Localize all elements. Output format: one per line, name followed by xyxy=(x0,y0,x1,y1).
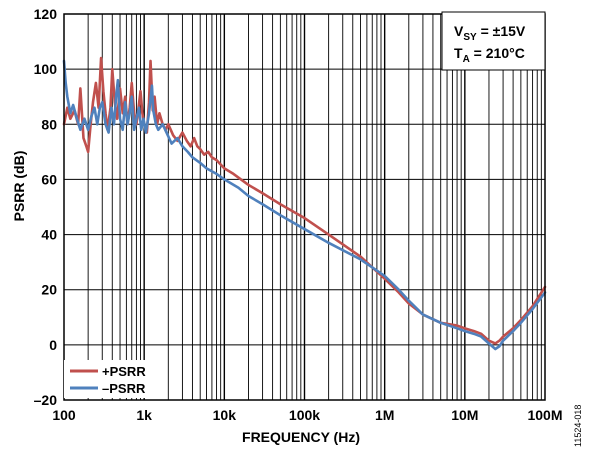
x-tick-label: 10M xyxy=(451,407,478,423)
grid xyxy=(64,14,545,400)
condition-supply-sub: SY xyxy=(463,32,477,43)
conditions-box: VSY = ±15V TA = 210°C xyxy=(441,11,546,71)
y-tick-label: 100 xyxy=(34,61,58,77)
plot-frame xyxy=(63,13,546,401)
y-axis-title: PSRR (dB) xyxy=(11,151,27,222)
condition-supply-value: = ±15V xyxy=(477,23,526,39)
series-line-minus-psrr xyxy=(62,59,547,351)
condition-temp: TA = 210°C xyxy=(454,45,525,65)
condition-temp-sub: A xyxy=(463,54,470,65)
legend-frame xyxy=(64,360,146,398)
x-tick-label: 1M xyxy=(375,407,394,423)
y-tick-label: 40 xyxy=(41,227,57,243)
y-tick-label: 80 xyxy=(41,116,57,132)
y-tick-label: 20 xyxy=(41,282,57,298)
condition-supply-main: V xyxy=(454,23,464,39)
x-axis-title: FREQUENCY (Hz) xyxy=(242,429,360,445)
x-tick-label: 100 xyxy=(52,407,76,423)
x-tick-label: 1k xyxy=(136,407,152,423)
y-tick-label: 120 xyxy=(34,6,58,22)
y-tick-label: –20 xyxy=(34,392,58,408)
legend-label-plus-psrr: +PSRR xyxy=(102,364,146,379)
tick-labels: 100 1k 10k 100k 1M 10M 100M –20 0 20 40 60 80 100 120 xyxy=(34,6,563,423)
y-tick-label: 60 xyxy=(41,171,57,187)
condition-supply: VSY = ±15V xyxy=(454,23,526,43)
figure-code: 11524-018 xyxy=(573,405,583,447)
series-layer xyxy=(62,56,547,351)
legend-label-minus-psrr: –PSRR xyxy=(102,381,146,396)
conditions-box-frame xyxy=(441,11,546,71)
y-tick-label: 0 xyxy=(49,337,57,353)
x-tick-label: 100k xyxy=(289,407,320,423)
x-tick-label: 100M xyxy=(527,407,562,423)
x-tick-label: 10k xyxy=(213,407,237,423)
condition-temp-value: = 210°C xyxy=(470,45,525,61)
condition-temp-main: T xyxy=(454,45,463,61)
legend: +PSRR –PSRR xyxy=(64,360,146,398)
